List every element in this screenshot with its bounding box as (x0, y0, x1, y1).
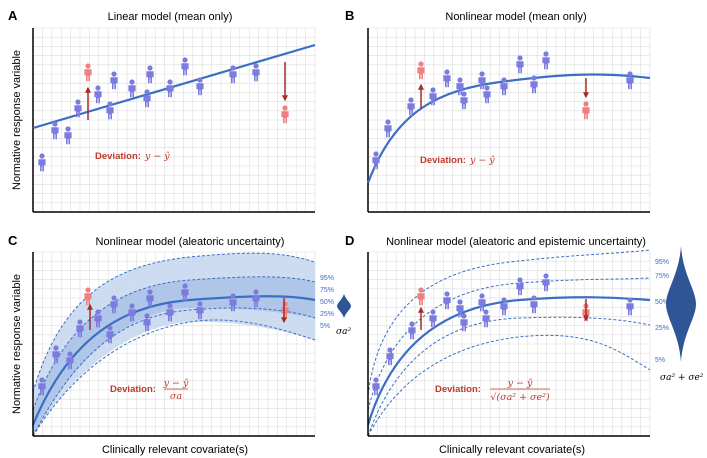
person-icon (94, 85, 102, 104)
percentile-95 (367, 249, 651, 396)
panel-label: D (345, 233, 354, 248)
grid (367, 27, 651, 213)
panel-c: C Nonlinear model (aleatoric uncertainty… (8, 233, 352, 456)
svg-text:y − ŷ: y − ŷ (507, 378, 533, 389)
person-icon (516, 55, 524, 74)
person-icon (443, 69, 451, 88)
person-icon (482, 309, 490, 328)
sigma-label: σa² (336, 327, 352, 337)
person-icon (106, 101, 114, 120)
person-icon (407, 97, 415, 116)
pct-5: 5% (320, 323, 330, 330)
person-icon (181, 57, 189, 76)
person-icon (516, 277, 524, 296)
person-icon (429, 309, 437, 328)
person-icon (478, 293, 486, 312)
violin-total (666, 246, 696, 362)
y-axis-label: Normative response variable (11, 274, 23, 414)
grid (367, 251, 651, 437)
person-icon (542, 51, 550, 70)
mean-curve (31, 295, 316, 426)
pct-50: 50% (320, 299, 334, 306)
deviation-text: Deviation: y − ŷ √(σa² + σe²) (435, 378, 550, 403)
violin-aleatoric (337, 294, 351, 318)
percentile-75 (367, 277, 651, 411)
panel-title: Nonlinear model (mean only) (445, 11, 586, 23)
x-axis-label: Clinically relevant covariate(s) (439, 444, 585, 456)
person-icon (626, 71, 634, 90)
x-axis-label: Clinically relevant covariate(s) (102, 444, 248, 456)
deviation-text: Deviation: y − ŷ σa (110, 378, 189, 402)
grid (32, 27, 316, 213)
person-icon (110, 71, 118, 90)
person-icon (483, 85, 491, 104)
person-icon (38, 153, 46, 172)
pct-25: 25% (320, 311, 334, 318)
svg-text:σa: σa (170, 391, 182, 402)
mean-curve (366, 296, 651, 426)
percentile-25 (32, 307, 316, 437)
panel-label: B (345, 8, 354, 23)
pct-95: 95% (655, 259, 669, 266)
people (372, 51, 634, 170)
person-icon (51, 121, 59, 140)
outlier-person-icon (84, 63, 92, 82)
svg-text:Deviation:: Deviation: (435, 384, 481, 395)
percentile-75 (32, 276, 316, 411)
person-icon (384, 119, 392, 138)
person-icon (626, 297, 634, 316)
pct-25: 25% (655, 325, 669, 332)
percentile-25 (367, 316, 651, 437)
deviation-text: Deviation: y − ŷ (420, 155, 495, 166)
panel-title: Nonlinear model (aleatoric uncertainty) (96, 236, 285, 248)
panel-label: A (8, 8, 18, 23)
person-icon (408, 321, 416, 340)
outlier-person-icon (281, 105, 289, 124)
panel-b: B Nonlinear model (mean only) Deviation:… (345, 8, 651, 213)
person-icon (146, 65, 154, 84)
pct-5: 5% (655, 357, 665, 364)
panel-title: Nonlinear model (aleatoric and epistemic… (386, 236, 646, 248)
panel-a: A Linear model (mean only) Normative res… (8, 8, 316, 213)
percentile-5 (367, 334, 651, 437)
person-icon (460, 313, 468, 332)
uncertainty-band-inner (33, 276, 315, 436)
person-icon (443, 291, 451, 310)
person-icon (500, 297, 508, 316)
person-icon (530, 75, 538, 94)
svg-text:y − ŷ: y − ŷ (163, 378, 189, 389)
person-icon (143, 89, 151, 108)
pct-50: 50% (655, 299, 669, 306)
panel-d: D Nonlinear model (aleatoric and epistem… (345, 233, 704, 456)
outlier-person-icon (582, 101, 590, 120)
person-icon (128, 79, 136, 98)
y-axis-label: Normative response variable (11, 50, 23, 190)
pct-75: 75% (655, 273, 669, 280)
person-icon (530, 295, 538, 314)
pct-75: 75% (320, 287, 334, 294)
svg-text:Deviation:: Deviation: (110, 384, 156, 395)
mean-line (32, 43, 316, 130)
panel-title: Linear model (mean only) (108, 11, 233, 23)
pct-95: 95% (320, 275, 334, 282)
svg-text:√(σa² + σe²): √(σa² + σe²) (490, 392, 550, 403)
person-icon (166, 79, 174, 98)
deviation-text: Deviation: y − ŷ (95, 151, 170, 162)
person-icon (460, 91, 468, 110)
person-icon (372, 377, 380, 396)
sigma-label: σa² + σe² (660, 373, 704, 383)
percentile-5 (32, 319, 316, 437)
outlier-person-icon (417, 287, 425, 306)
people (372, 273, 634, 396)
panel-label: C (8, 233, 18, 248)
mean-curve (366, 73, 651, 184)
outlier-person-icon (417, 61, 425, 80)
